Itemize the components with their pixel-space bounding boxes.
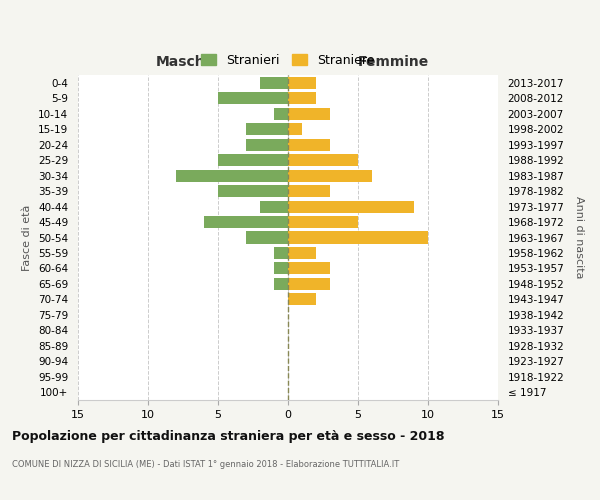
Bar: [288, 76, 316, 89]
Text: Maschi: Maschi: [156, 54, 210, 68]
Bar: [218, 185, 288, 197]
Bar: [288, 170, 372, 181]
Bar: [288, 108, 330, 120]
Bar: [288, 185, 330, 197]
Bar: [288, 247, 316, 259]
Bar: [218, 92, 288, 104]
Bar: [246, 232, 288, 243]
Legend: Stranieri, Straniere: Stranieri, Straniere: [196, 48, 380, 72]
Bar: [246, 138, 288, 150]
Bar: [288, 138, 330, 150]
Bar: [288, 200, 414, 212]
Bar: [260, 76, 288, 89]
Bar: [274, 262, 288, 274]
Y-axis label: Fasce di età: Fasce di età: [22, 204, 32, 270]
Bar: [274, 108, 288, 120]
Bar: [176, 170, 288, 181]
Text: COMUNE DI NIZZA DI SICILIA (ME) - Dati ISTAT 1° gennaio 2018 - Elaborazione TUTT: COMUNE DI NIZZA DI SICILIA (ME) - Dati I…: [12, 460, 399, 469]
Bar: [288, 154, 358, 166]
Bar: [288, 232, 428, 243]
Bar: [218, 154, 288, 166]
Bar: [204, 216, 288, 228]
Bar: [288, 262, 330, 274]
Text: Femmine: Femmine: [358, 54, 428, 68]
Bar: [288, 216, 358, 228]
Bar: [288, 294, 316, 306]
Bar: [260, 200, 288, 212]
Text: Popolazione per cittadinanza straniera per età e sesso - 2018: Popolazione per cittadinanza straniera p…: [12, 430, 445, 443]
Bar: [288, 123, 302, 135]
Bar: [274, 247, 288, 259]
Bar: [288, 278, 330, 290]
Bar: [288, 92, 316, 104]
Bar: [274, 278, 288, 290]
Bar: [246, 123, 288, 135]
Y-axis label: Anni di nascita: Anni di nascita: [574, 196, 584, 279]
